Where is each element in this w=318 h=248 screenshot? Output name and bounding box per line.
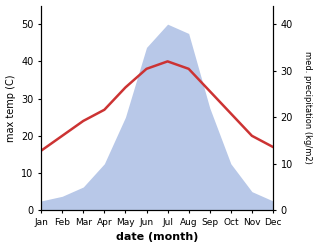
Y-axis label: max temp (C): max temp (C): [5, 74, 16, 142]
X-axis label: date (month): date (month): [116, 232, 198, 243]
Y-axis label: med. precipitation (kg/m2): med. precipitation (kg/m2): [303, 52, 313, 164]
